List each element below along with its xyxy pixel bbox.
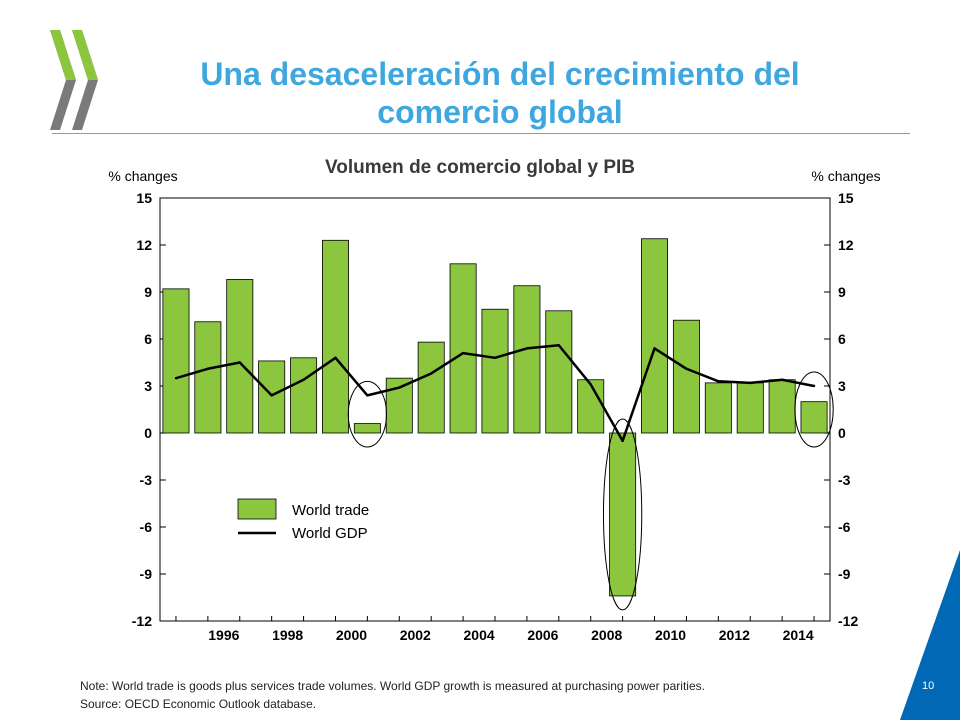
- y-tick-label-left: -12: [132, 613, 152, 629]
- y-tick-label-left: 3: [144, 378, 152, 394]
- y-tick-label-right: 0: [838, 425, 846, 441]
- point-world-gdp-2001: [366, 394, 369, 397]
- bar-world-trade-1999: [290, 357, 318, 434]
- point-world-gdp-2000: [334, 356, 337, 359]
- bar-world-trade-2004: [449, 263, 477, 434]
- slide-title-line-1: Una desaceleración del crecimiento del: [200, 56, 800, 92]
- point-world-gdp-2006: [525, 347, 529, 350]
- bar-world-trade-2009: [609, 432, 637, 597]
- point-world-gdp-2015: [812, 384, 816, 388]
- y-tick-label-left: -6: [140, 519, 153, 535]
- y-tick-label-left: 12: [136, 237, 152, 253]
- bar-world-trade-2005: [481, 308, 509, 434]
- x-tick-label: 2008: [591, 627, 622, 643]
- y-tick-label-left: -9: [140, 566, 153, 582]
- x-tick-label: 2014: [783, 627, 814, 643]
- x-tick-label: 2004: [464, 627, 495, 643]
- point-world-gdp-2013: [749, 381, 752, 385]
- bar-world-trade-2008: [577, 379, 605, 434]
- x-tick-label: 2006: [527, 627, 558, 643]
- point-world-gdp-2008: [589, 383, 592, 386]
- point-world-gdp-2004: [461, 351, 465, 355]
- point-world-gdp-2011: [685, 367, 688, 370]
- point-world-gdp-2010: [653, 347, 656, 350]
- y-tick-label-left: 6: [144, 331, 152, 347]
- x-tick-label: 2000: [336, 627, 367, 643]
- point-world-gdp-1996: [206, 367, 210, 370]
- point-world-gdp-1998: [270, 394, 273, 397]
- point-world-gdp-2005: [493, 356, 497, 359]
- point-world-gdp-2009: [621, 439, 624, 443]
- bar-world-trade-2003: [417, 341, 445, 434]
- chart-title: Volumen de comercio global y PIB: [324, 157, 636, 178]
- highlight-ellipse-2009: [602, 418, 643, 611]
- page-number: 10: [922, 680, 935, 692]
- y-tick-label-left: 15: [136, 190, 152, 206]
- oecd-logo-icon: [50, 30, 98, 130]
- y-tick-label-right: 15: [838, 190, 854, 206]
- x-tick-label: 2010: [655, 627, 686, 643]
- y-tick-label-right: 9: [838, 284, 846, 300]
- y-tick-label-left: 0: [144, 425, 152, 441]
- x-tick-label: 1998: [272, 627, 303, 643]
- bar-world-trade-2007: [545, 310, 573, 434]
- y-tick-label-left: -3: [140, 472, 153, 488]
- x-tick-label: 2012: [719, 627, 750, 643]
- y-axis-label-right: % changes: [811, 168, 880, 184]
- bar-world-trade-2014: [768, 379, 796, 434]
- x-tick-label: 2002: [400, 627, 431, 643]
- bar-world-trade-2000: [321, 239, 349, 434]
- footnote: Note: World trade is goods plus services…: [80, 677, 705, 713]
- bar-world-trade-2013: [736, 382, 764, 434]
- corner-accent: [900, 550, 960, 720]
- bar-world-trade-2001: [353, 423, 381, 434]
- bar-world-trade-1995: [162, 288, 190, 434]
- x-tick-label: 1996: [208, 627, 239, 643]
- footnote-note: Note: World trade is goods plus services…: [80, 679, 705, 693]
- legend-swatch-world-trade: [237, 498, 277, 520]
- slide-title-line-2: comercio global: [377, 94, 623, 130]
- bar-world-trade-1998: [258, 360, 286, 434]
- bar-world-trade-2010: [641, 238, 669, 434]
- y-tick-label-right: 6: [838, 331, 846, 347]
- y-tick-label-right: -3: [838, 472, 851, 488]
- point-world-gdp-2014: [780, 378, 784, 381]
- point-world-gdp-1999: [302, 378, 305, 381]
- y-tick-label-left: 9: [144, 284, 152, 300]
- y-tick-label-right: -9: [838, 566, 851, 582]
- bar-world-trade-2015: [800, 401, 828, 434]
- point-world-gdp-2012: [717, 380, 720, 383]
- highlight-ellipse-2015: [794, 371, 834, 448]
- bar-world-trade-2012: [704, 382, 732, 434]
- bar-world-trade-1997: [226, 279, 254, 434]
- legend-label-world-gdp: World GDP: [292, 525, 368, 542]
- y-axis-label-left: % changes: [108, 168, 177, 184]
- point-world-gdp-1995: [174, 376, 178, 380]
- slide-title: Una desaceleración del crecimiento del c…: [150, 55, 850, 131]
- highlight-ellipse-2001: [347, 380, 388, 448]
- y-tick-label-right: 12: [838, 237, 854, 253]
- legend-label-world-trade: World trade: [292, 502, 369, 519]
- y-tick-label-right: -6: [838, 519, 851, 535]
- point-world-gdp-1997: [238, 361, 241, 364]
- bar-world-trade-2006: [513, 285, 541, 434]
- footnote-source: Source: OECD Economic Outlook database.: [80, 697, 317, 711]
- y-tick-label-right: 3: [838, 378, 846, 394]
- point-world-gdp-2003: [429, 372, 433, 375]
- point-world-gdp-2002: [398, 386, 401, 389]
- bar-world-trade-2011: [672, 319, 700, 434]
- point-world-gdp-2007: [557, 344, 561, 347]
- bar-world-trade-1996: [194, 321, 222, 434]
- y-tick-label-right: -12: [838, 613, 858, 629]
- title-divider: [52, 133, 910, 134]
